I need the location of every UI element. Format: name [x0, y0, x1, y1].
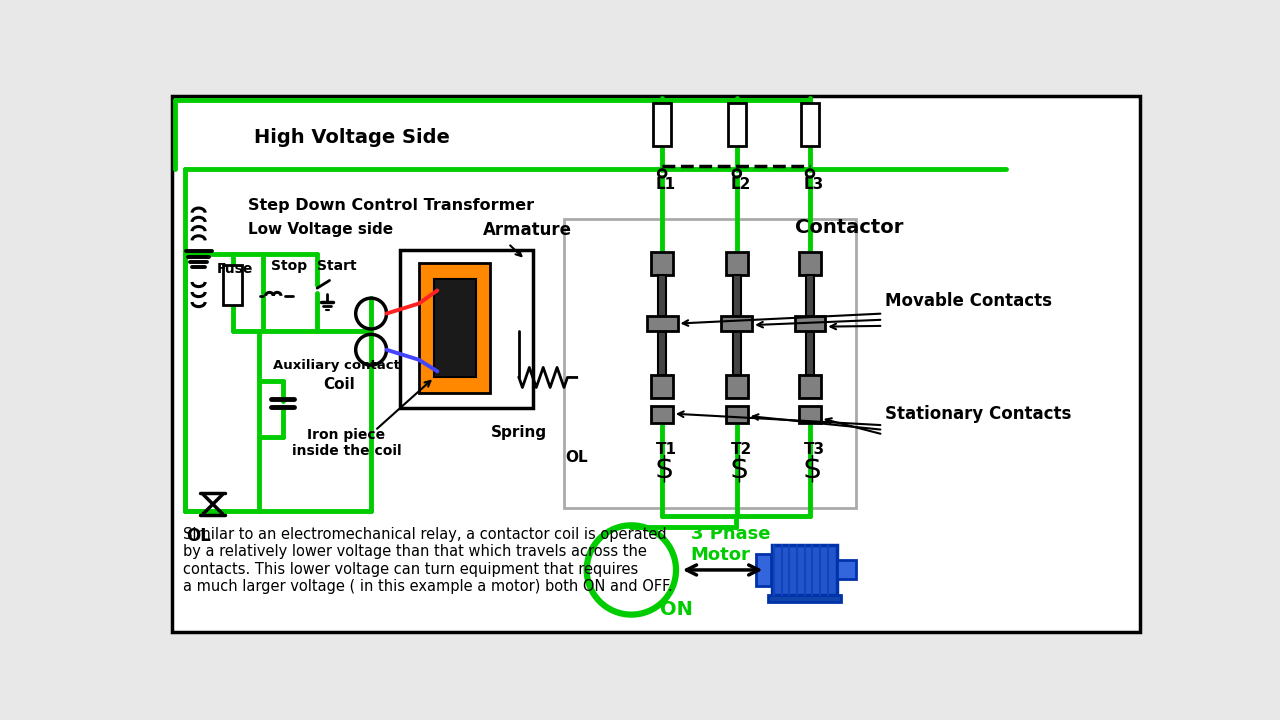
- Text: Coil: Coil: [324, 377, 355, 392]
- Text: Auxiliary contact: Auxiliary contact: [274, 359, 401, 372]
- Bar: [799, 406, 820, 423]
- Text: T3: T3: [804, 443, 826, 457]
- Bar: [795, 316, 826, 331]
- Bar: [646, 316, 677, 331]
- Text: L1: L1: [657, 177, 676, 192]
- Bar: [799, 252, 820, 275]
- Text: $: $: [654, 454, 673, 484]
- Bar: [733, 275, 741, 375]
- Bar: [652, 375, 673, 398]
- Text: Similar to an electromechanical relay, a contactor coil is operated
by a relativ: Similar to an electromechanical relay, a…: [183, 527, 673, 594]
- Text: $: $: [730, 454, 749, 484]
- Bar: [726, 375, 748, 398]
- Text: Iron piece
inside the coil: Iron piece inside the coil: [292, 428, 401, 458]
- Bar: [726, 406, 748, 423]
- Bar: [652, 252, 673, 275]
- Text: Fuse: Fuse: [218, 262, 253, 276]
- Text: Stop: Stop: [271, 258, 307, 273]
- Bar: [772, 544, 837, 595]
- Text: $: $: [803, 454, 822, 484]
- Bar: [223, 265, 242, 305]
- Bar: [653, 104, 672, 145]
- Text: OL: OL: [566, 450, 588, 465]
- Text: L3: L3: [804, 177, 824, 192]
- Bar: [768, 595, 841, 603]
- Text: Movable Contacts: Movable Contacts: [886, 292, 1052, 310]
- Bar: [722, 316, 753, 331]
- Text: L2: L2: [731, 177, 751, 192]
- Text: T2: T2: [731, 443, 751, 457]
- Text: High Voltage Side: High Voltage Side: [253, 127, 451, 147]
- Bar: [652, 406, 673, 423]
- Bar: [726, 252, 748, 275]
- Text: ON: ON: [660, 600, 692, 618]
- Bar: [801, 104, 819, 145]
- Text: Step Down Control Transformer: Step Down Control Transformer: [248, 197, 534, 212]
- Text: Low Voltage side: Low Voltage side: [248, 222, 393, 237]
- Text: Contactor: Contactor: [795, 217, 902, 237]
- Text: Armature: Armature: [483, 221, 572, 239]
- Text: Spring: Spring: [492, 425, 548, 440]
- Text: 3 Phase
Motor: 3 Phase Motor: [691, 525, 771, 564]
- Bar: [806, 275, 814, 375]
- Text: Stationary Contacts: Stationary Contacts: [886, 405, 1071, 423]
- Bar: [563, 219, 856, 508]
- Text: T1: T1: [657, 443, 677, 457]
- Bar: [727, 104, 746, 145]
- Bar: [756, 554, 772, 586]
- Bar: [401, 251, 532, 408]
- Bar: [419, 264, 490, 393]
- Bar: [658, 275, 666, 375]
- Bar: [799, 375, 820, 398]
- Text: Start: Start: [317, 258, 357, 273]
- Bar: [434, 279, 476, 377]
- Text: OL: OL: [187, 527, 211, 545]
- Bar: [837, 560, 856, 579]
